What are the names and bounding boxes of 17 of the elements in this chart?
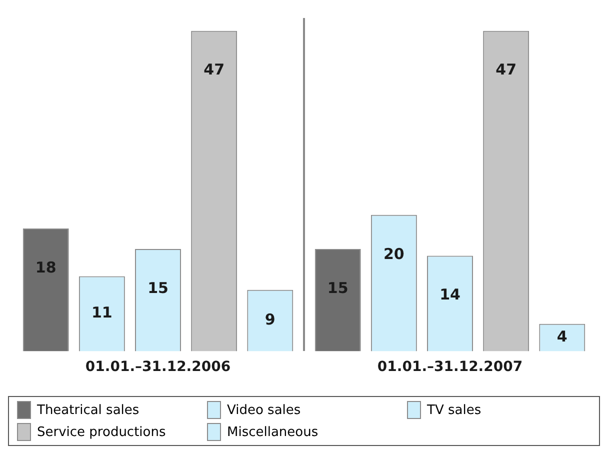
data-label: 20 (384, 244, 404, 263)
data-label: 4 (556, 327, 568, 346)
x-tick-label: 01.01.–31.12.2006 (85, 359, 231, 376)
legend-label: Service productions (37, 424, 166, 440)
legend-label: TV sales (427, 402, 482, 418)
data-label: 18 (35, 258, 56, 276)
legend-label: Video sales (227, 402, 301, 418)
data-label: 47 (204, 60, 224, 79)
x-tick-label: 01.01.–31.12.2007 (377, 359, 523, 376)
data-label: 14 (440, 286, 460, 304)
data-label: 15 (148, 278, 168, 297)
data-label: 15 (327, 278, 348, 297)
legend-label: Theatrical sales (37, 402, 140, 418)
legend-label: Miscellaneous (227, 424, 318, 440)
data-label: 11 (92, 304, 112, 322)
data-label: 9 (264, 310, 276, 328)
data-label: 47 (496, 60, 516, 79)
